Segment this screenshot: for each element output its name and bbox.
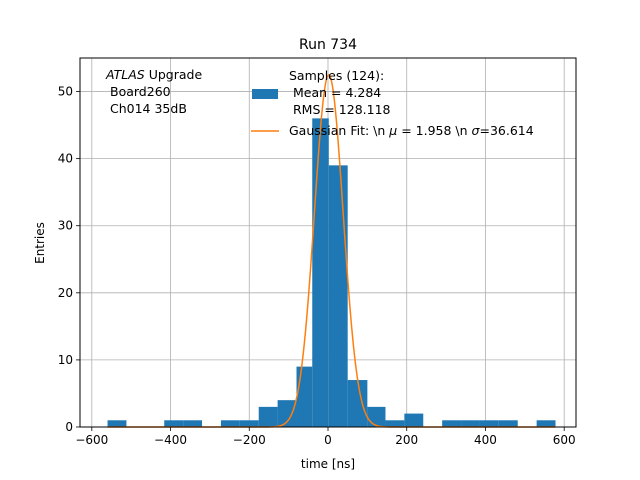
legend-fit-label: Gaussian Fit: \n μ = 1.958 \n σ=36.614 bbox=[289, 123, 534, 138]
x-tick-label: 400 bbox=[474, 433, 497, 447]
histogram-bar bbox=[479, 420, 499, 427]
legend-histogram-line-2: Mean = 4.284 bbox=[289, 85, 381, 100]
histogram-bar bbox=[220, 420, 240, 427]
y-tick-label: 0 bbox=[65, 420, 73, 434]
histogram-bar bbox=[498, 420, 518, 427]
histogram-bar bbox=[107, 420, 127, 427]
histogram-bar bbox=[312, 118, 329, 427]
histogram-bar bbox=[385, 420, 405, 427]
y-axis-ticks: 0 10 20 30 40 50 bbox=[58, 85, 80, 434]
grid bbox=[80, 58, 576, 428]
histogram-bars bbox=[107, 118, 556, 427]
annotation-line-1: ATLAS Upgrade bbox=[105, 67, 202, 82]
legend-histogram-line-3: RMS = 128.118 bbox=[289, 102, 391, 117]
x-axis-label: time [ns] bbox=[301, 457, 355, 471]
y-tick-label: 20 bbox=[58, 286, 73, 300]
histogram-bar bbox=[239, 420, 259, 427]
histogram-bar bbox=[258, 406, 278, 427]
histogram-bar bbox=[328, 165, 348, 427]
annotation-line-2: Board260 bbox=[110, 84, 171, 99]
x-tick-label: 0 bbox=[324, 433, 332, 447]
histogram-bar bbox=[442, 420, 462, 427]
y-tick-label: 50 bbox=[58, 85, 73, 99]
x-tick-label: −400 bbox=[154, 433, 187, 447]
x-tick-label: −600 bbox=[75, 433, 108, 447]
histogram-bar bbox=[367, 406, 386, 427]
histogram-bar bbox=[347, 380, 368, 427]
atlas-label: ATLAS bbox=[105, 67, 145, 82]
legend: Samples (124): Mean = 4.284 RMS = 128.11… bbox=[251, 68, 534, 138]
x-tick-label: 600 bbox=[553, 433, 576, 447]
histogram-bar bbox=[277, 400, 297, 427]
annotation-line-3: Ch014 35dB bbox=[110, 101, 187, 116]
histogram-bar bbox=[404, 413, 424, 427]
legend-histogram-swatch bbox=[252, 89, 278, 99]
x-tick-label: −200 bbox=[233, 433, 266, 447]
y-tick-label: 30 bbox=[58, 219, 73, 233]
y-tick-label: 10 bbox=[58, 353, 73, 367]
y-tick-label: 40 bbox=[58, 152, 73, 166]
x-tick-label: 200 bbox=[395, 433, 418, 447]
chart-title: Run 734 bbox=[299, 37, 357, 53]
upgrade-label: Upgrade bbox=[145, 67, 203, 82]
histogram-bar bbox=[461, 420, 480, 427]
atlas-annotation: ATLAS Upgrade Board260 Ch014 35dB bbox=[105, 67, 202, 116]
x-axis-ticks: −600 −400 −200 0 200 400 600 bbox=[75, 427, 576, 447]
histogram-bar bbox=[183, 420, 203, 427]
legend-histogram-line-1: Samples (124): bbox=[289, 68, 384, 83]
histogram-bar bbox=[164, 420, 184, 427]
y-axis-label: Entries bbox=[33, 222, 47, 264]
histogram-bar bbox=[536, 420, 556, 427]
histogram-bar bbox=[296, 366, 313, 427]
